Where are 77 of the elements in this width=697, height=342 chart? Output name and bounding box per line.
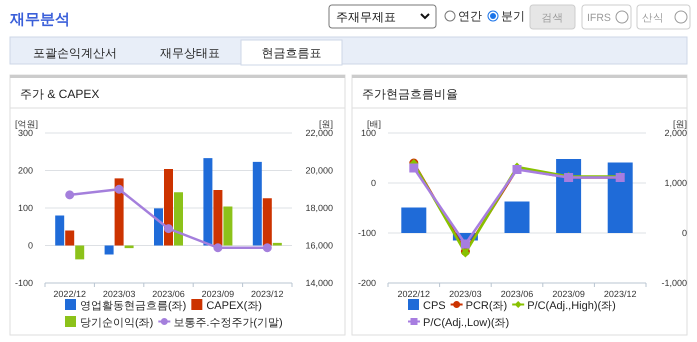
bar xyxy=(262,198,272,246)
y2-tick-label: -1,000 xyxy=(661,278,687,288)
y2-tick-label: 20,000 xyxy=(305,166,333,176)
point xyxy=(460,240,470,248)
x-tick-label: 2023/09 xyxy=(202,289,234,299)
y2-tick-label: 1,000 xyxy=(664,178,687,188)
text: 연간 xyxy=(458,9,482,23)
x-tick-label: 2023/12 xyxy=(604,289,636,299)
legend-label: 보통주.수정주가(기말) xyxy=(173,317,283,329)
point xyxy=(164,224,173,234)
bar xyxy=(203,158,212,246)
bar xyxy=(213,190,222,246)
legend-label: CPS xyxy=(423,300,446,312)
legend-label: 영업활동현금흐름(좌) xyxy=(80,300,186,312)
bar xyxy=(252,162,262,246)
bar xyxy=(154,208,163,246)
text: 검색 xyxy=(542,12,564,24)
bar xyxy=(608,162,633,233)
point xyxy=(213,243,222,252)
text: 재무분석 xyxy=(9,11,70,28)
text: 현금흐름표 xyxy=(262,46,322,60)
text: 주재무제표 xyxy=(336,10,396,24)
bar xyxy=(504,202,530,233)
bar xyxy=(272,242,282,246)
bar xyxy=(124,246,134,248)
chart-title: 주가현금흐름비율 xyxy=(362,87,458,101)
bar xyxy=(55,216,64,246)
y2-tick-label: 16,000 xyxy=(305,240,333,250)
text: 분기 xyxy=(501,9,525,23)
y-tick-label: 100 xyxy=(18,203,33,213)
x-tick-label: 2023/12 xyxy=(251,289,284,299)
legend-label: P/C(Adj.,Low)(좌) xyxy=(423,317,510,329)
text: 재무상태표 xyxy=(160,46,220,60)
y-tick-label: 0 xyxy=(370,178,376,188)
x-tick-label: 2023/03 xyxy=(449,289,482,299)
y-tick-label: -200 xyxy=(358,278,376,288)
point xyxy=(114,184,124,194)
y2-tick-label: 0 xyxy=(682,228,687,238)
legend-label: PCR(좌) xyxy=(466,300,508,312)
point xyxy=(262,243,272,252)
y2-axis-title: [원] xyxy=(672,119,687,129)
bar xyxy=(401,208,426,233)
y-tick-label: 100 xyxy=(360,128,376,138)
x-tick-label: 2023/06 xyxy=(500,289,534,299)
y2-tick-label: 2,000 xyxy=(664,128,687,138)
y-tick-label: 0 xyxy=(28,240,33,250)
y2-tick-label: 22,000 xyxy=(305,128,333,138)
y2-tick-label: 14,000 xyxy=(305,278,333,288)
bar xyxy=(65,230,74,246)
bar xyxy=(174,192,183,246)
bar xyxy=(164,169,173,246)
y-axis-title: [억원] xyxy=(14,119,38,129)
y2-tick-label: 18,000 xyxy=(305,203,333,213)
text: 포괄손익계산서 xyxy=(33,46,117,60)
x-tick-label: 2023/09 xyxy=(552,289,585,299)
y2-axis-title: [원] xyxy=(318,119,333,129)
x-tick-label: 2023/03 xyxy=(102,289,136,299)
y-axis-title: [배] xyxy=(366,119,381,129)
y-tick-label: -100 xyxy=(358,228,376,238)
legend-label: CAPEX(좌) xyxy=(206,300,262,312)
bar xyxy=(75,246,84,260)
point xyxy=(65,190,74,200)
legend-label: P/C(Adj.,High)(좌) xyxy=(527,300,616,312)
y-tick-label: -100 xyxy=(14,278,33,288)
point xyxy=(409,164,418,172)
x-tick-label: 2023/06 xyxy=(152,289,185,299)
chart-title: 주가 & CAPEX xyxy=(20,87,100,101)
y-tick-label: 200 xyxy=(18,166,33,176)
x-tick-label: 2022/12 xyxy=(53,289,86,299)
x-tick-label: 2022/12 xyxy=(398,289,430,299)
legend-label: 당기순이익(좌) xyxy=(80,317,154,329)
bar xyxy=(556,159,582,233)
y-tick-label: 300 xyxy=(18,128,33,138)
bar xyxy=(223,206,232,246)
text: 산식 xyxy=(642,12,664,24)
text: IFRS xyxy=(587,12,611,24)
bar xyxy=(104,246,114,254)
